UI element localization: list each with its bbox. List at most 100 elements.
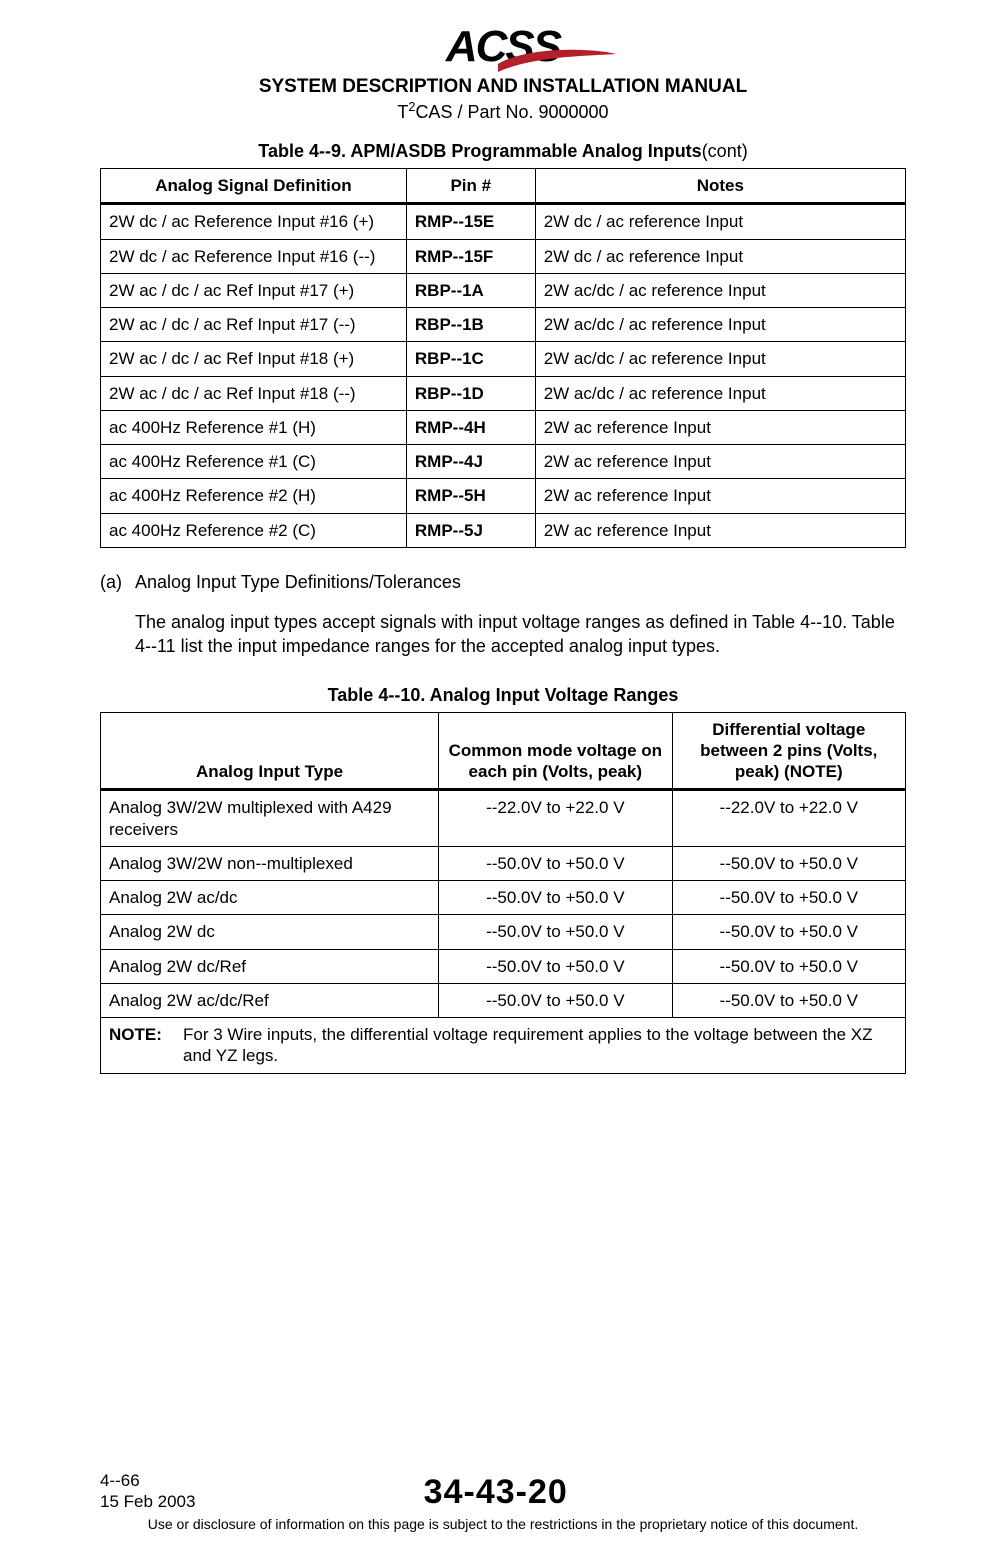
section-a-body: The analog input types accept signals wi… [135, 610, 906, 659]
cell-pin: RBP--1A [406, 273, 535, 307]
cell-common-mode: --50.0V to +50.0 V [439, 949, 672, 983]
cell-common-mode: --50.0V to +50.0 V [439, 881, 672, 915]
cell-differential: --50.0V to +50.0 V [672, 881, 905, 915]
cell-signal: ac 400Hz Reference #1 (C) [101, 445, 407, 479]
footer-date: 15 Feb 2003 [100, 1492, 195, 1512]
table-4-10-body: Analog 3W/2W multiplexed with A429 recei… [101, 790, 906, 1073]
section-a-heading: Analog Input Type Definitions/Tolerances [135, 570, 461, 594]
cell-differential: --50.0V to +50.0 V [672, 846, 905, 880]
col-input-type: Analog Input Type [101, 712, 439, 790]
table-row: ac 400Hz Reference #1 (H)RMP--4H2W ac re… [101, 410, 906, 444]
manual-title: SYSTEM DESCRIPTION AND INSTALLATION MANU… [100, 76, 906, 98]
cell-note: 2W ac reference Input [535, 445, 905, 479]
table-4-9: Analog Signal Definition Pin # Notes 2W … [100, 168, 906, 548]
cell-signal: 2W dc / ac Reference Input #16 (+) [101, 204, 407, 239]
footer-row: 4--66 15 Feb 2003 34-43-20 [100, 1471, 906, 1512]
table-row: Analog 2W ac/dc/Ref--50.0V to +50.0 V--5… [101, 983, 906, 1017]
cell-pin: RMP--5J [406, 513, 535, 547]
col-common-mode: Common mode voltage on each pin (Volts, … [439, 712, 672, 790]
section-a: (a) Analog Input Type Definitions/Tolera… [100, 570, 906, 659]
cell-common-mode: --50.0V to +50.0 V [439, 846, 672, 880]
cell-pin: RMP--5H [406, 479, 535, 513]
cell-type: Analog 2W dc [101, 915, 439, 949]
table-row: ac 400Hz Reference #2 (H)RMP--5H2W ac re… [101, 479, 906, 513]
footer-left: 4--66 15 Feb 2003 [100, 1471, 195, 1512]
cell-pin: RBP--1B [406, 308, 535, 342]
cell-differential: --50.0V to +50.0 V [672, 983, 905, 1017]
table-row: 2W dc / ac Reference Input #16 (--)RMP--… [101, 239, 906, 273]
cell-signal: ac 400Hz Reference #2 (H) [101, 479, 407, 513]
table-row: 2W ac / dc / ac Ref Input #18 (+)RBP--1C… [101, 342, 906, 376]
table-row: Analog 2W dc--50.0V to +50.0 V--50.0V to… [101, 915, 906, 949]
table-row: 2W ac / dc / ac Ref Input #18 (--)RBP--1… [101, 376, 906, 410]
cell-note: 2W ac/dc / ac reference Input [535, 308, 905, 342]
page-footer: 4--66 15 Feb 2003 34-43-20 Use or disclo… [0, 1471, 1006, 1532]
table-4-9-caption-main: Table 4--9. APM/ASDB Programmable Analog… [258, 141, 701, 161]
table-4-10: Analog Input Type Common mode voltage on… [100, 712, 906, 1074]
section-a-heading-row: (a) Analog Input Type Definitions/Tolera… [100, 570, 906, 594]
table-4-10-note-cell: NOTE:For 3 Wire inputs, the differential… [101, 1018, 906, 1074]
table-4-10-caption: Table 4--10. Analog Input Voltage Ranges [100, 685, 906, 706]
table-row: 2W dc / ac Reference Input #16 (+)RMP--1… [101, 204, 906, 239]
cell-signal: 2W ac / dc / ac Ref Input #18 (--) [101, 376, 407, 410]
cell-note: 2W dc / ac reference Input [535, 239, 905, 273]
cell-common-mode: --50.0V to +50.0 V [439, 983, 672, 1017]
cell-pin: RMP--4J [406, 445, 535, 479]
cell-pin: RMP--15E [406, 204, 535, 239]
cell-signal: 2W ac / dc / ac Ref Input #18 (+) [101, 342, 407, 376]
cell-differential: --22.0V to +22.0 V [672, 790, 905, 847]
logo-swoosh-icon [498, 46, 618, 72]
cell-note: 2W ac/dc / ac reference Input [535, 342, 905, 376]
cell-pin: RBP--1D [406, 376, 535, 410]
table-4-9-caption-cont: (cont) [702, 141, 748, 161]
cell-differential: --50.0V to +50.0 V [672, 949, 905, 983]
footer-docnum: 34-43-20 [424, 1473, 568, 1512]
cell-type: Analog 2W dc/Ref [101, 949, 439, 983]
cell-differential: --50.0V to +50.0 V [672, 915, 905, 949]
cell-signal: ac 400Hz Reference #1 (H) [101, 410, 407, 444]
note-label: NOTE: [109, 1024, 183, 1045]
cell-type: Analog 3W/2W non--multiplexed [101, 846, 439, 880]
footer-disclaimer: Use or disclosure of information on this… [100, 1516, 906, 1532]
footer-page: 4--66 [100, 1471, 195, 1491]
table-row: 2W ac / dc / ac Ref Input #17 (--)RBP--1… [101, 308, 906, 342]
cell-type: Analog 3W/2W multiplexed with A429 recei… [101, 790, 439, 847]
table-4-9-header-row: Analog Signal Definition Pin # Notes [101, 169, 906, 204]
table-row: Analog 3W/2W non--multiplexed--50.0V to … [101, 846, 906, 880]
table-4-10-header-row: Analog Input Type Common mode voltage on… [101, 712, 906, 790]
cell-note: 2W ac reference Input [535, 513, 905, 547]
cell-signal: 2W ac / dc / ac Ref Input #17 (--) [101, 308, 407, 342]
col-differential: Differential voltage between 2 pins (Vol… [672, 712, 905, 790]
cell-signal: 2W dc / ac Reference Input #16 (--) [101, 239, 407, 273]
cell-type: Analog 2W ac/dc/Ref [101, 983, 439, 1017]
table-row: ac 400Hz Reference #1 (C)RMP--4J2W ac re… [101, 445, 906, 479]
cell-note: 2W dc / ac reference Input [535, 204, 905, 239]
cell-signal: ac 400Hz Reference #2 (C) [101, 513, 407, 547]
document-header: SYSTEM DESCRIPTION AND INSTALLATION MANU… [100, 76, 906, 123]
cell-common-mode: --22.0V to +22.0 V [439, 790, 672, 847]
cell-note: 2W ac/dc / ac reference Input [535, 273, 905, 307]
table-4-10-note-row: NOTE:For 3 Wire inputs, the differential… [101, 1018, 906, 1074]
section-a-label: (a) [100, 570, 135, 594]
product-prefix: T [397, 102, 408, 122]
table-4-9-caption: Table 4--9. APM/ASDB Programmable Analog… [100, 141, 906, 162]
cell-note: 2W ac reference Input [535, 479, 905, 513]
col-pin: Pin # [406, 169, 535, 204]
note-text: For 3 Wire inputs, the differential volt… [183, 1024, 891, 1067]
cell-common-mode: --50.0V to +50.0 V [439, 915, 672, 949]
cell-note: 2W ac/dc / ac reference Input [535, 376, 905, 410]
table-row: Analog 3W/2W multiplexed with A429 recei… [101, 790, 906, 847]
product-rest: CAS / Part No. 9000000 [415, 102, 608, 122]
acss-logo: ACSS [446, 22, 560, 72]
product-line: T2CAS / Part No. 9000000 [100, 100, 906, 123]
table-row: Analog 2W ac/dc--50.0V to +50.0 V--50.0V… [101, 881, 906, 915]
cell-note: 2W ac reference Input [535, 410, 905, 444]
cell-pin: RMP--4H [406, 410, 535, 444]
table-row: 2W ac / dc / ac Ref Input #17 (+)RBP--1A… [101, 273, 906, 307]
col-notes: Notes [535, 169, 905, 204]
logo-block: ACSS [100, 22, 906, 72]
cell-signal: 2W ac / dc / ac Ref Input #17 (+) [101, 273, 407, 307]
cell-pin: RMP--15F [406, 239, 535, 273]
table-4-9-body: 2W dc / ac Reference Input #16 (+)RMP--1… [101, 204, 906, 548]
table-row: Analog 2W dc/Ref--50.0V to +50.0 V--50.0… [101, 949, 906, 983]
